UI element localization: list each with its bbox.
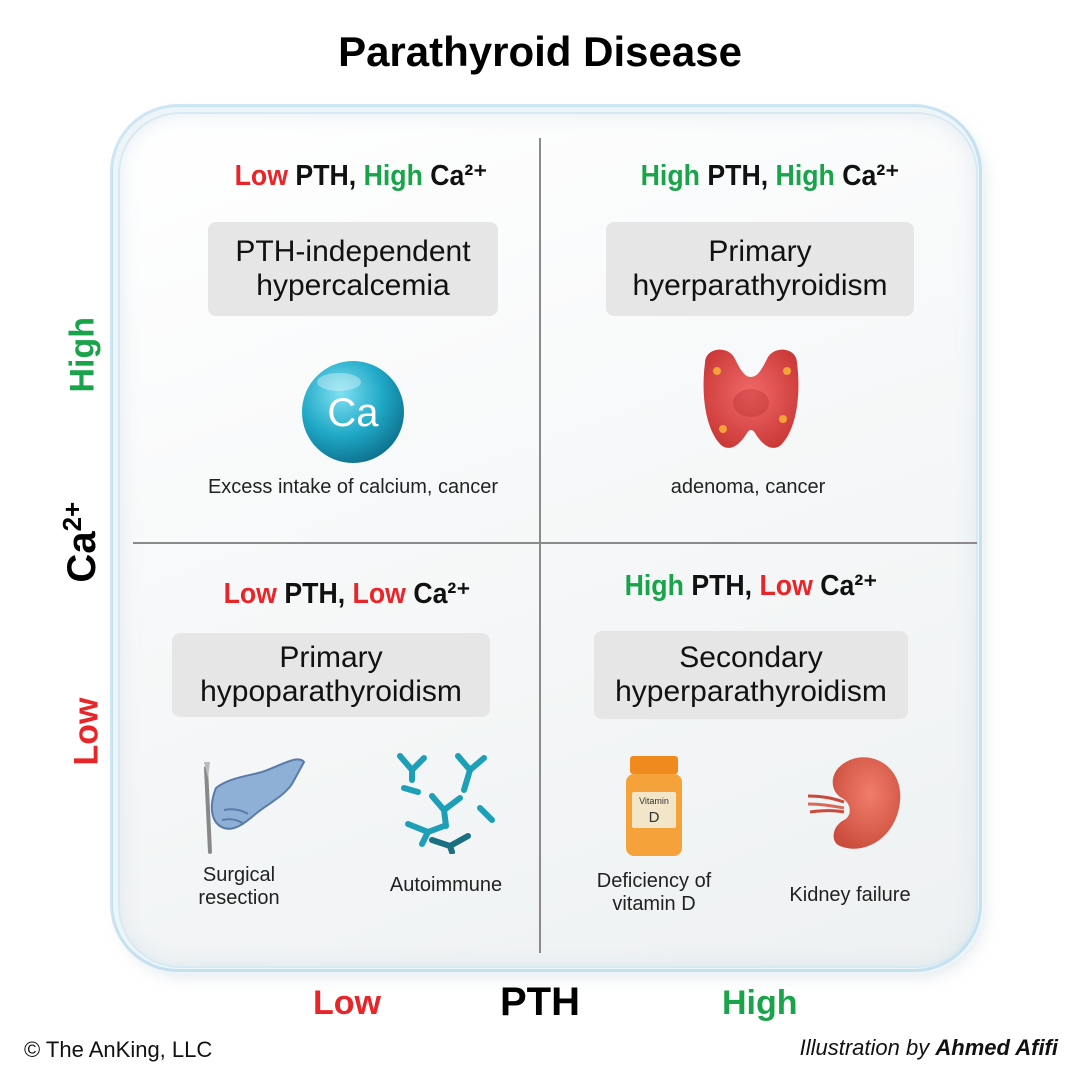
quadrant-br-caption-right: Kidney failure <box>789 884 911 906</box>
horizontal-divider <box>133 542 977 544</box>
quadrant-tl-heading: Low PTH, High Ca²⁺ <box>234 160 488 192</box>
quadrant-tr-caption: adenoma, cancer <box>670 476 826 498</box>
quadrant-br-diagnosis: Secondary hyperparathyroidism <box>594 631 908 719</box>
quadrant-bl-diagnosis: Primary hypoparathyroidism <box>172 633 490 717</box>
svg-text:Ca: Ca <box>327 391 379 435</box>
y-axis-low-label: Low <box>67 697 106 766</box>
quadrant-tr-heading: High PTH, High Ca²⁺ <box>640 160 900 192</box>
y-axis-high-label: High <box>63 316 102 393</box>
x-axis-high-label: High <box>722 984 798 1022</box>
quadrant-br-heading: High PTH, Low Ca²⁺ <box>624 570 878 602</box>
x-axis-label: PTH <box>500 980 580 1024</box>
quadrant-tr-diagnosis: Primary hyerparathyroidism <box>606 222 914 316</box>
x-axis-low-label: Low <box>313 984 381 1022</box>
quadrant-br-caption-left: Deficiency of vitamin D <box>596 870 712 915</box>
svg-text:Vitamin: Vitamin <box>639 796 669 806</box>
gloved-hand-scalpel-icon <box>204 758 306 854</box>
quadrant-tl-caption: Excess intake of calcium, cancer <box>207 476 499 498</box>
vertical-divider <box>539 138 541 953</box>
svg-text:D: D <box>649 809 660 826</box>
illustration-credit: Illustration by Ahmed Afifi <box>799 1035 1058 1060</box>
page-title: Parathyroid Disease <box>338 28 742 75</box>
quadrant-bl-heading: Low PTH, Low Ca²⁺ <box>223 578 471 610</box>
antibody-icon <box>397 753 495 854</box>
vitamin-d-bottle-icon: Vitamin D <box>626 756 682 856</box>
quadrant-bl-caption-left: Surgical resection <box>198 864 280 909</box>
quadrant-tl-diagnosis: PTH-independent hypercalcemia <box>208 222 498 316</box>
y-axis-label: Ca2+ <box>56 501 105 583</box>
thyroid-icon <box>703 349 799 448</box>
calcium-icon: Ca <box>302 361 404 463</box>
quadrant-bl-caption-right: Autoimmune <box>389 874 503 896</box>
kidney-icon <box>807 757 901 849</box>
copyright-text: © The AnKing, LLC <box>24 1037 213 1062</box>
